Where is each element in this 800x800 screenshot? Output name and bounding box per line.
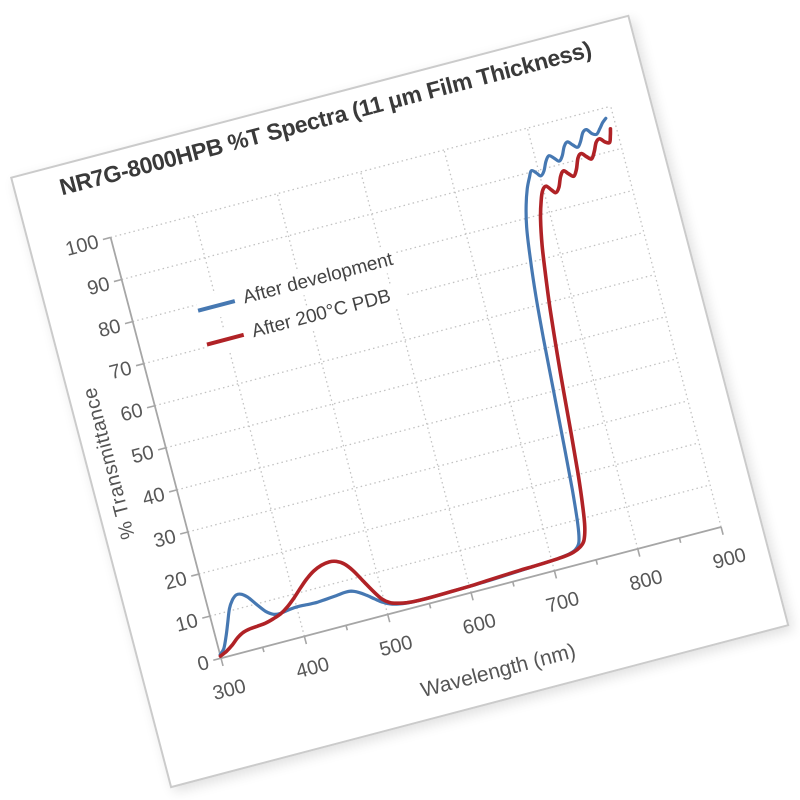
y-tick-label: 30	[151, 526, 178, 553]
y-tick-label: 90	[85, 273, 112, 300]
y-tick-label: 50	[129, 441, 156, 468]
x-tick-label: 600	[460, 610, 498, 640]
legend-swatch-blue	[197, 299, 236, 313]
x-tick-label: 500	[377, 632, 415, 662]
series-after-200-c-pdb	[218, 127, 613, 658]
y-tick-label: 60	[118, 399, 145, 426]
spectra-plot: 0 10 20 30 40 50 60 70 80 90 100 300 400 500 600 700 800…	[63, 105, 749, 705]
y-tick-label: 100	[63, 231, 101, 261]
legend-swatch-red	[206, 332, 245, 347]
y-tick-label: 80	[96, 315, 123, 342]
x-tick-label: 900	[711, 544, 749, 574]
series-curve	[218, 116, 608, 657]
y-tick-label: 70	[107, 357, 134, 384]
y-tick-labels: 0 10 20 30 40 50 60 70 80 90 100	[63, 231, 211, 676]
y-tick-label: 20	[162, 568, 189, 595]
series-curve	[218, 127, 613, 658]
y-tick-label: 10	[173, 610, 200, 637]
x-tick-label: 400	[294, 653, 332, 683]
x-tick-label: 300	[210, 675, 248, 705]
chart-page: 0 10 20 30 40 50 60 70 80 90 100 300 400 500 600 700 800…	[10, 14, 790, 789]
x-tick-label: 700	[544, 588, 582, 618]
x-tick-label: 800	[627, 566, 665, 596]
axis-ticks	[102, 236, 724, 667]
y-tick-label: 0	[195, 652, 211, 676]
series-after-development	[218, 116, 608, 657]
y-tick-label: 40	[140, 484, 167, 511]
